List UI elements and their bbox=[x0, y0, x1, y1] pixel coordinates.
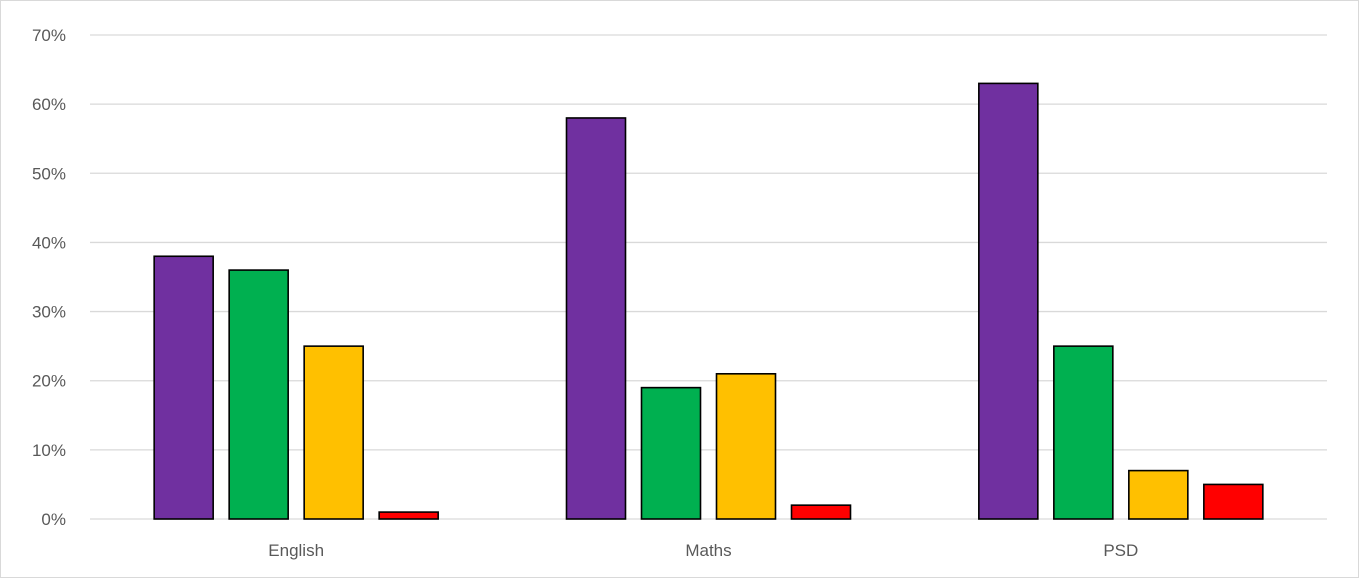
bars bbox=[153, 82, 1264, 520]
bar-english-3 bbox=[303, 345, 364, 520]
bar-maths-3 bbox=[715, 372, 777, 520]
y-tick-label: 20% bbox=[32, 372, 66, 391]
y-tick-label: 60% bbox=[32, 95, 66, 114]
bar-maths-2 bbox=[640, 386, 702, 520]
bar-english-4 bbox=[378, 511, 439, 520]
bar-maths-1 bbox=[565, 117, 627, 520]
bar-psd-3 bbox=[1128, 469, 1189, 520]
y-tick-label: 0% bbox=[41, 510, 66, 529]
y-tick-label: 30% bbox=[32, 303, 66, 322]
bar-psd-2 bbox=[1053, 345, 1114, 520]
x-tick-label: English bbox=[268, 541, 324, 560]
bar-english-1 bbox=[153, 255, 214, 520]
y-tick-label: 10% bbox=[32, 441, 66, 460]
y-tick-label: 50% bbox=[32, 164, 66, 183]
bar-english-2 bbox=[228, 269, 289, 520]
y-tick-label: 70% bbox=[32, 26, 66, 45]
x-tick-label: Maths bbox=[685, 541, 731, 560]
y-axis-tick-labels: 0% 10% 20% 30% 40% 50% 60% 70% bbox=[32, 26, 66, 529]
bar-psd-1 bbox=[978, 82, 1039, 520]
x-axis-tick-labels: English Maths PSD bbox=[268, 541, 1138, 560]
bar-maths-4 bbox=[790, 504, 852, 520]
x-tick-label: PSD bbox=[1103, 541, 1138, 560]
gridlines bbox=[90, 34, 1327, 520]
y-tick-label: 40% bbox=[32, 233, 66, 252]
bar-psd-4 bbox=[1203, 483, 1264, 520]
